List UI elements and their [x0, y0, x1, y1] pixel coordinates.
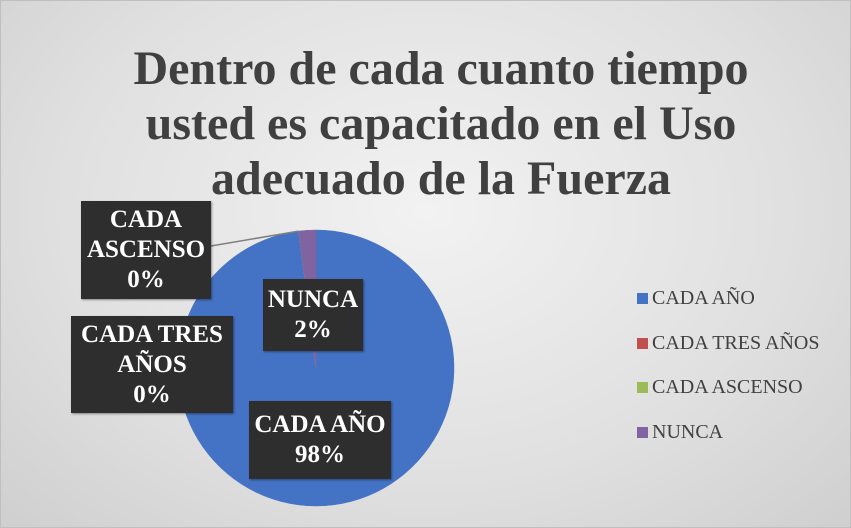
- data-label: CADA ASCENSO 0%: [81, 201, 211, 299]
- data-label: NUNCA 2%: [263, 279, 363, 351]
- legend-label: CADA TRES AÑOS: [652, 331, 820, 354]
- legend-swatch: [637, 293, 648, 304]
- data-label-value: 98%: [295, 441, 345, 468]
- data-label-value: 0%: [133, 380, 171, 408]
- data-label-category: NUNCA: [267, 286, 359, 313]
- legend-item: NUNCA: [637, 421, 723, 444]
- data-label-value: 0%: [127, 266, 165, 293]
- data-label-category: CADA AÑO: [254, 411, 386, 438]
- data-label: CADA TRES AÑOS 0%: [71, 316, 233, 413]
- leader-line: [210, 230, 299, 247]
- data-label-category: CADA ASCENSO: [86, 206, 206, 263]
- data-label-value: 2%: [294, 316, 332, 343]
- legend-item: CADA TRES AÑOS: [637, 332, 819, 355]
- legend-item: CADA ASCENSO: [637, 376, 803, 399]
- data-label: CADA AÑO 98%: [249, 401, 391, 479]
- legend-swatch: [637, 382, 648, 393]
- legend-label: NUNCA: [652, 420, 724, 443]
- data-label-category: CADA TRES AÑOS: [81, 320, 223, 378]
- chart-title: Dentro de cada cuanto tiempo usted es ca…: [133, 42, 749, 205]
- legend-swatch: [637, 337, 648, 349]
- legend-item: CADA AÑO: [637, 287, 755, 310]
- legend-label: CADA ASCENSO: [652, 376, 803, 398]
- legend-label: CADA AÑO: [652, 287, 755, 309]
- legend-swatch: [637, 426, 648, 438]
